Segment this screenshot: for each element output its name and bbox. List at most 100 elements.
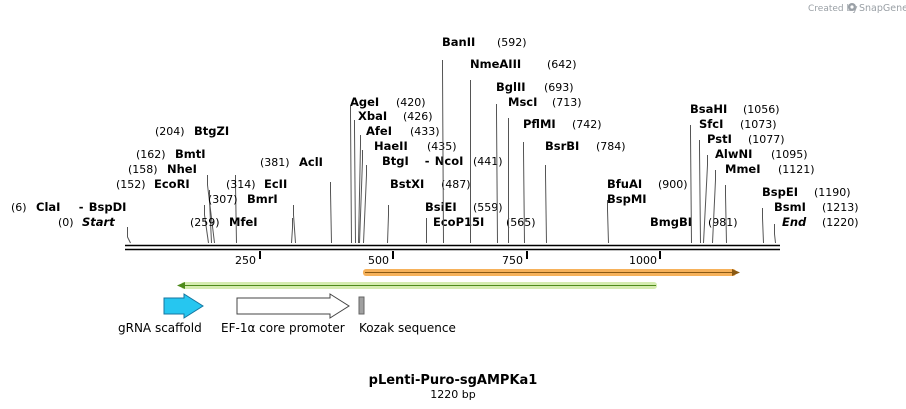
site-separator: -: [79, 200, 84, 214]
site-connector: [496, 104, 498, 244]
site-end[interactable]: (1220) End: [782, 215, 859, 229]
site-position: (441): [473, 155, 503, 168]
feature-ef1a-core-promoter[interactable]: EF-1α core promoter: [221, 293, 350, 335]
site-bsahi[interactable]: (1056) BsaHI: [690, 102, 780, 244]
orf-orange-bar[interactable]: [363, 269, 740, 276]
site-pflmi[interactable]: (742) PflMI: [523, 117, 602, 244]
site-connector: [354, 120, 356, 244]
site-connector: [291, 218, 293, 244]
site-position: (565): [506, 216, 536, 229]
site-banii[interactable]: (592) BanII: [442, 35, 527, 244]
site-name: PflMI: [523, 117, 556, 131]
feature-kozak-sequence[interactable]: Kozak sequence: [358, 296, 456, 335]
site-name: EcoRI: [154, 177, 190, 191]
site-xbai[interactable]: (426) XbaI: [354, 109, 433, 244]
site-name: BspDI: [89, 200, 127, 214]
site-separator: -: [425, 154, 430, 168]
site-position: (259): [190, 216, 220, 229]
site-clai-bspdi[interactable]: (6) ClaI - BspDI: [11, 200, 131, 244]
site-ecli[interactable]: (314) EcII: [226, 177, 296, 244]
site-nhei[interactable]: (158) NheI: [128, 162, 212, 244]
site-bglii[interactable]: (693) BglII: [496, 80, 574, 244]
site-btgzi[interactable]: (204) BtgZI: [155, 124, 237, 244]
site-bsrbi[interactable]: (784) BsrBI: [545, 139, 626, 244]
site-position: (487): [441, 178, 471, 191]
site-position: (1220): [822, 216, 859, 229]
site-position: (433): [410, 125, 440, 138]
site-afei[interactable]: (433) AfeI: [358, 124, 440, 244]
site-bmti[interactable]: (162) BmtI: [136, 147, 215, 244]
site-name: BmgBI: [650, 215, 692, 229]
site-bfuai[interactable]: (900) BfuAI: [607, 177, 688, 244]
feature-grna-scaffold[interactable]: gRNA scaffold: [118, 293, 204, 335]
site-connector: [762, 208, 764, 244]
site-acli[interactable]: (381) AclI: [260, 155, 332, 244]
site-name: BsiEI: [425, 200, 457, 214]
site-position: (713): [552, 96, 582, 109]
ruler-tick-label: 750: [502, 254, 523, 267]
site-name: MfeI: [229, 215, 258, 229]
site-bspmi[interactable]: BspMI: [607, 192, 647, 206]
site-connector: [703, 155, 708, 244]
site-connector: [204, 205, 209, 244]
site-agei[interactable]: (420) AgeI: [350, 95, 426, 244]
site-bsmi[interactable]: (1213) BsmI: [774, 200, 859, 244]
site-mfei[interactable]: (259) MfeI: [190, 215, 258, 229]
ruler-tick-label: 250: [235, 254, 256, 267]
site-position: (158): [128, 163, 158, 176]
site-bspei[interactable]: (1190) BspEI: [762, 185, 851, 244]
site-name: AlwNI: [715, 147, 752, 161]
feature-label: EF-1α core promoter: [221, 321, 345, 335]
site-nmeaiii[interactable]: (642) NmeAIII: [470, 57, 577, 243]
site-position: (1213): [822, 201, 859, 214]
site-msci[interactable]: (713) MscI: [508, 95, 582, 243]
site-position: (559): [473, 201, 503, 214]
site-name: BfuAI: [607, 177, 642, 191]
site-position: (426): [403, 110, 433, 123]
site-bmri[interactable]: (307) BmrI: [208, 192, 293, 244]
site-connector: [387, 205, 389, 244]
site-connector: [358, 135, 361, 244]
site-name: AgeI: [350, 95, 379, 109]
site-connector: [330, 182, 332, 244]
orf-green-bar[interactable]: [177, 282, 657, 289]
site-haeii[interactable]: (435) HaeII: [359, 139, 457, 244]
site-sfci[interactable]: (1073) SfcI: [699, 117, 777, 244]
snapgene-logo-icon: [848, 3, 856, 11]
site-connector: [293, 205, 296, 244]
site-position: (1095): [771, 148, 808, 161]
site-position: (1073): [740, 118, 777, 131]
kozak-box-icon: [358, 296, 365, 315]
site-connector: [350, 106, 352, 244]
site-connector: [127, 227, 131, 244]
site-position: (6): [11, 201, 27, 214]
site-position: (900): [658, 178, 688, 191]
site-position: (435): [427, 140, 457, 153]
site-name: BspMI: [607, 192, 647, 206]
site-psti[interactable]: (1077) PstI: [703, 132, 785, 244]
site-ecop15i[interactable]: (565) EcoP15I: [433, 215, 536, 229]
promoter-arrow-icon: [236, 293, 350, 319]
site-connector: [699, 140, 701, 244]
site-position: (1077): [748, 133, 785, 146]
site-position: (204): [155, 125, 185, 138]
site-bstxi[interactable]: (487) BstXI: [387, 177, 471, 244]
site-mmei[interactable]: (1121) MmeI: [725, 162, 815, 244]
site-connector: [774, 224, 776, 244]
site-position: (592): [497, 36, 527, 49]
site-name: BmrI: [247, 192, 278, 206]
credit-prefix: Created by: [808, 4, 858, 14]
site-alwni[interactable]: (1095) AlwNI: [712, 147, 808, 244]
site-start[interactable]: (0) Start: [58, 215, 115, 229]
feature-label: gRNA scaffold: [118, 321, 202, 335]
site-position: (307): [208, 193, 238, 206]
site-position: (381): [260, 156, 290, 169]
site-bmgbi[interactable]: (981) BmgBI: [650, 215, 738, 229]
site-name: SfcI: [699, 117, 723, 131]
site-connector: [725, 185, 727, 244]
site-ecori[interactable]: (152) EcoRI: [116, 177, 209, 244]
ruler-tick-label: 500: [368, 254, 389, 267]
site-btgi-ncoi[interactable]: (441) BtgI - NcoI: [363, 154, 503, 244]
site-bsiei[interactable]: (559) BsiEI: [425, 200, 503, 243]
